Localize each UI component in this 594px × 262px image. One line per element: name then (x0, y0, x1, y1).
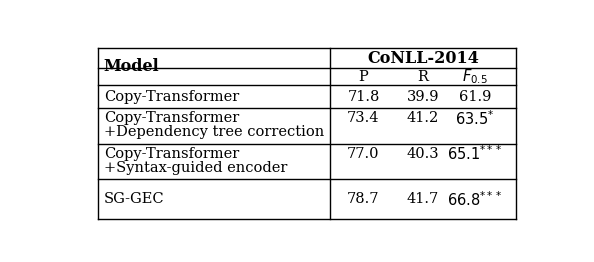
Text: Copy-Transformer: Copy-Transformer (104, 90, 239, 104)
Text: Copy-Transformer: Copy-Transformer (104, 111, 239, 125)
Text: 41.2: 41.2 (407, 111, 439, 125)
Text: SG-GEC: SG-GEC (104, 192, 165, 206)
Text: +Dependency tree correction: +Dependency tree correction (104, 125, 324, 139)
Text: P: P (359, 70, 368, 84)
Text: Copy-Transformer: Copy-Transformer (104, 147, 239, 161)
Text: $\mathit{F}_{0.5}$: $\mathit{F}_{0.5}$ (462, 68, 488, 86)
Text: 61.9: 61.9 (459, 90, 491, 104)
Text: 78.7: 78.7 (347, 192, 380, 206)
Text: 77.0: 77.0 (347, 147, 380, 161)
Text: 41.7: 41.7 (407, 192, 439, 206)
Text: Model: Model (104, 58, 159, 75)
Text: +Syntax-guided encoder: +Syntax-guided encoder (104, 161, 287, 174)
Text: $65.1^{***}$: $65.1^{***}$ (447, 144, 503, 163)
Text: CoNLL-2014: CoNLL-2014 (367, 50, 479, 67)
Text: 40.3: 40.3 (407, 147, 440, 161)
Text: $63.5^{*}$: $63.5^{*}$ (455, 109, 495, 128)
Text: R: R (418, 70, 428, 84)
Text: 39.9: 39.9 (407, 90, 439, 104)
Text: 71.8: 71.8 (347, 90, 380, 104)
Text: 73.4: 73.4 (347, 111, 380, 125)
Text: $66.8^{***}$: $66.8^{***}$ (447, 190, 503, 209)
